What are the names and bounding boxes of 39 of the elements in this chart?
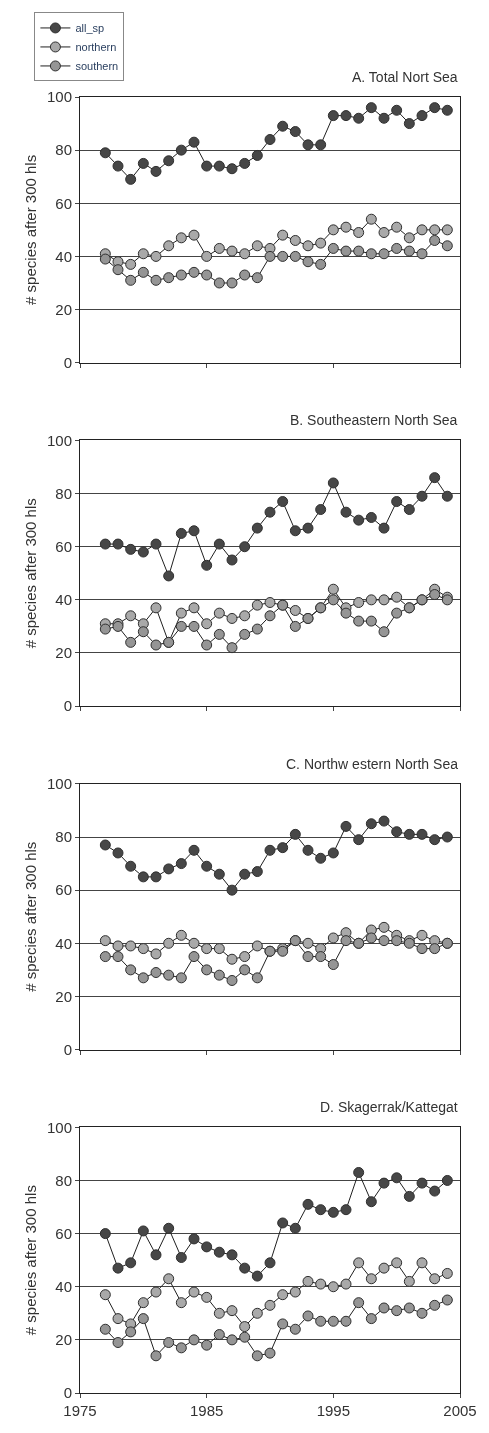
y-tick-label: 100 bbox=[46, 431, 72, 449]
legend-label: northern bbox=[75, 41, 117, 54]
y-tick-label: 80 bbox=[55, 484, 72, 502]
chart-title: B. Southeastern North Sea bbox=[290, 412, 458, 428]
chart-title: D. Skagerrak/Kattegat bbox=[320, 1099, 458, 1115]
y-tick-label: 60 bbox=[55, 1224, 72, 1242]
y-tick-label: 80 bbox=[55, 1171, 72, 1189]
x-tick-label: 1995 bbox=[316, 1402, 351, 1419]
y-tick-label: 20 bbox=[55, 644, 72, 662]
y-tick-label: 100 bbox=[46, 88, 72, 106]
y-tick-label: 0 bbox=[63, 1384, 72, 1402]
y-tick-label: 60 bbox=[55, 537, 72, 555]
y-tick-label: 40 bbox=[55, 1277, 72, 1295]
x-tick-label: 2005 bbox=[443, 1402, 477, 1419]
y-tick-label: 60 bbox=[55, 194, 72, 212]
y-axis-title: # species after 300 hls bbox=[22, 1185, 40, 1336]
y-tick-label: 80 bbox=[55, 141, 72, 159]
y-tick-label: 100 bbox=[46, 775, 72, 793]
y-tick-label: 20 bbox=[55, 300, 72, 318]
y-axis-title: # species after 300 hls bbox=[22, 154, 40, 305]
y-tick-label: 80 bbox=[55, 828, 72, 846]
chart-title: A. Total Nort Sea bbox=[352, 69, 458, 85]
x-tick-label: 1985 bbox=[189, 1402, 224, 1419]
y-tick-label: 0 bbox=[63, 697, 72, 715]
y-tick-label: 0 bbox=[63, 1040, 72, 1058]
y-tick-label: 20 bbox=[55, 1331, 72, 1349]
y-tick-label: 0 bbox=[63, 353, 72, 371]
chart-title: C. Northw estern North Sea bbox=[286, 756, 459, 772]
y-tick-label: 60 bbox=[55, 881, 72, 899]
y-tick-label: 20 bbox=[55, 987, 72, 1005]
y-tick-label: 40 bbox=[55, 247, 72, 265]
y-tick-label: 100 bbox=[46, 1118, 72, 1136]
y-axis-title: # species after 300 hls bbox=[22, 841, 40, 992]
y-axis-title: # species after 300 hls bbox=[22, 498, 40, 649]
y-tick-label: 40 bbox=[55, 934, 72, 952]
legend-label: all_sp bbox=[75, 22, 105, 35]
y-tick-label: 40 bbox=[55, 591, 72, 609]
x-tick-label: 1975 bbox=[63, 1402, 97, 1419]
legend-label: southern bbox=[75, 60, 119, 73]
